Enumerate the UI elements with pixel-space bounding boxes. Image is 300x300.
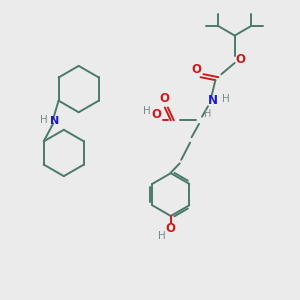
Text: N: N (50, 116, 60, 126)
Text: H: H (204, 109, 211, 119)
Text: H: H (40, 115, 48, 124)
Text: O: O (191, 63, 201, 76)
Text: O: O (160, 92, 170, 105)
Text: H: H (143, 106, 151, 116)
Text: O: O (152, 108, 162, 122)
Text: N: N (208, 94, 218, 107)
Text: H: H (222, 94, 230, 104)
Text: O: O (236, 53, 246, 66)
Text: H: H (158, 231, 166, 241)
Text: O: O (166, 222, 176, 235)
